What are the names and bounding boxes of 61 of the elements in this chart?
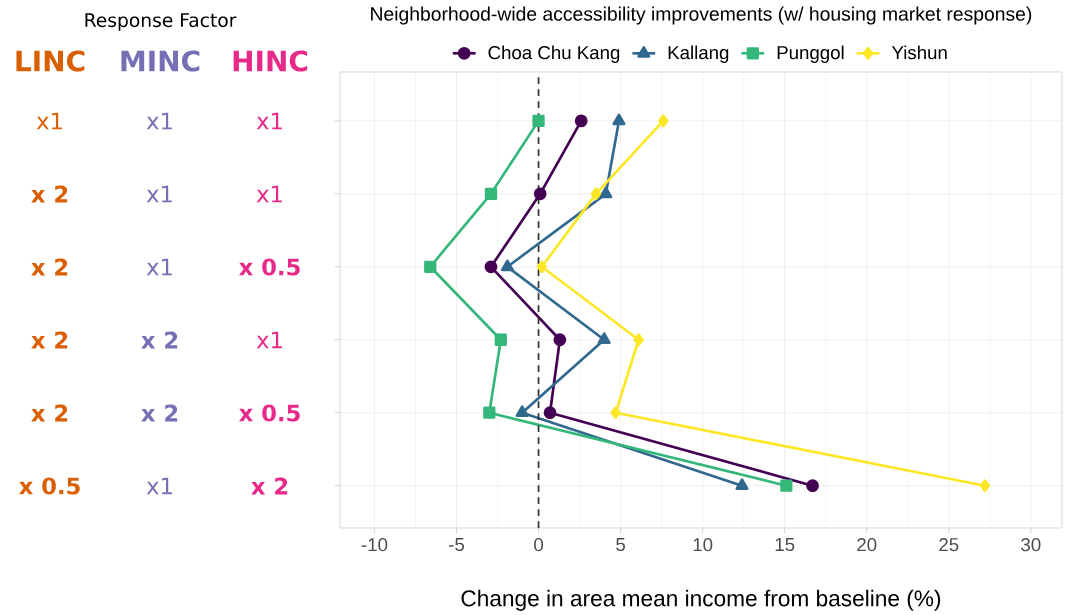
text: x 2	[31, 404, 68, 422]
point	[500, 259, 514, 271]
point	[780, 479, 793, 492]
point	[806, 479, 819, 492]
text: x1	[256, 112, 282, 130]
point	[553, 333, 567, 347]
x-tick-label: 20	[857, 537, 877, 552]
point	[612, 113, 626, 126]
x-tick-label: 0	[534, 537, 544, 552]
point	[532, 114, 545, 127]
point	[979, 479, 991, 492]
x-tick-label: 25	[939, 537, 959, 552]
x-tick-label: 10	[693, 537, 713, 552]
point	[494, 333, 507, 346]
x-tick-label: 15	[775, 537, 795, 551]
text: x1	[146, 477, 172, 495]
point	[574, 114, 588, 128]
point	[599, 186, 613, 199]
x-tick-label: 30	[1021, 537, 1041, 552]
text: LINC	[16, 50, 85, 72]
x-tick-label: -10	[361, 537, 388, 552]
text: x1	[36, 112, 62, 130]
text: x1	[256, 331, 282, 349]
point	[484, 260, 498, 274]
text: Response Factor	[85, 13, 237, 31]
text: x 0.5	[19, 477, 80, 495]
text: x1	[146, 185, 172, 203]
legend-label: Yishun	[891, 45, 947, 60]
point	[543, 406, 557, 419]
text: x 2	[141, 404, 178, 422]
text: x 2	[141, 331, 178, 349]
point	[484, 187, 498, 200]
point	[590, 187, 602, 201]
text: x1	[256, 185, 282, 203]
text: MINC	[121, 50, 200, 72]
point	[597, 332, 611, 344]
text: x 2	[31, 258, 68, 276]
text: x 2	[31, 331, 68, 349]
text: x1	[146, 112, 172, 130]
legend-label: Kallang	[668, 45, 729, 63]
x-axis-title: Change in area mean income from baseline (%)	[461, 589, 941, 611]
text: x1	[146, 258, 172, 276]
text: x 0.5	[239, 258, 300, 276]
x-tick-label: -5	[449, 537, 465, 551]
point	[515, 405, 529, 417]
legend-label: Punggol	[777, 45, 844, 63]
point	[483, 406, 496, 419]
point	[536, 260, 547, 274]
text: x 2	[31, 185, 68, 203]
text: x 2	[251, 477, 288, 495]
point	[610, 406, 621, 419]
text: x 0.5	[239, 404, 300, 422]
point	[658, 114, 669, 128]
text: HINC	[233, 50, 308, 72]
point	[533, 187, 547, 201]
legend-label: Choa Chu Kang	[488, 45, 620, 63]
x-tick-label: 5	[616, 537, 625, 551]
point	[424, 260, 437, 273]
point	[735, 478, 749, 490]
chart-title: Neighborhood-wide accessibility improvements (w/ housing market response)	[371, 6, 1032, 25]
point	[633, 333, 644, 347]
